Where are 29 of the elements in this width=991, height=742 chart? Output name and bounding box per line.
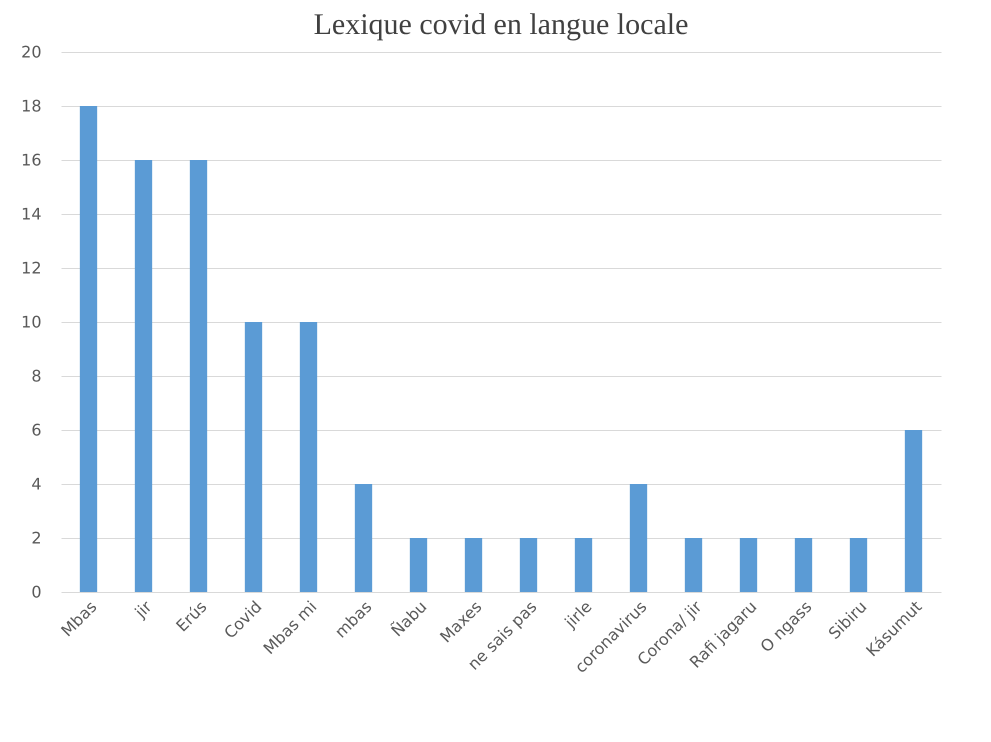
- y-tick-label: 0: [31, 582, 42, 602]
- bar: [684, 538, 702, 592]
- bar: [410, 538, 428, 592]
- y-tick-label: 4: [31, 474, 42, 494]
- chart-title: Lexique covid en langue locale: [314, 8, 688, 41]
- bar: [904, 430, 922, 592]
- bar: [464, 538, 482, 592]
- x-tick-label: jir: [130, 596, 156, 622]
- y-tick-label: 20: [21, 42, 42, 62]
- bar: [794, 538, 812, 592]
- y-tick-label: 8: [31, 366, 42, 386]
- bar: [574, 538, 592, 592]
- y-tick-label: 16: [21, 150, 42, 170]
- y-tick-label: 14: [21, 204, 42, 224]
- bar: [630, 484, 648, 592]
- y-tick-label: 6: [31, 420, 42, 440]
- bar: [850, 538, 868, 592]
- bar: [134, 160, 152, 592]
- y-tick-label: 12: [21, 258, 42, 278]
- bar: [520, 538, 538, 592]
- y-tick-label: 10: [21, 312, 42, 332]
- bar: [300, 322, 318, 592]
- bar: [740, 538, 758, 592]
- bar: [354, 484, 372, 592]
- y-tick-label: 2: [31, 528, 42, 548]
- bar: [190, 160, 208, 592]
- bar: [80, 106, 98, 592]
- y-tick-label: 18: [21, 96, 42, 116]
- bar: [244, 322, 262, 592]
